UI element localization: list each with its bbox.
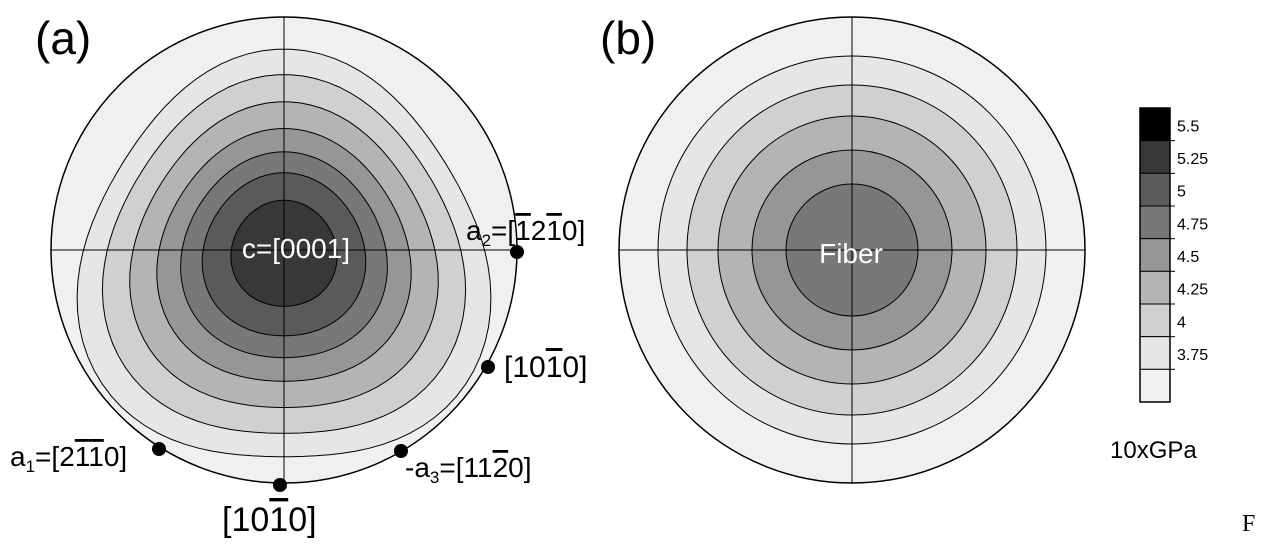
panel-b: (b) Fiber	[600, 12, 1086, 484]
pole-label-a2: a2=[1210]	[466, 215, 585, 250]
colorbar-legend: 5.5 5.25 5 4.75 4.5 4.25 4 3.75	[1139, 107, 1208, 403]
pole-label-m2: [1010]	[222, 501, 317, 539]
legend-swatch-1	[1139, 107, 1171, 142]
pole-markers	[152, 245, 524, 492]
legend-swatch-7	[1139, 303, 1171, 338]
legend-tick-label: 4.75	[1177, 216, 1208, 233]
pole-label-a1: a1=[2110]	[10, 441, 127, 476]
pole-marker-m2	[273, 478, 287, 492]
legend-swatch-4	[1139, 205, 1171, 240]
pole-marker-a3	[394, 444, 408, 458]
panel-b-axes	[619, 17, 1085, 483]
panel-a-label: (a)	[35, 12, 91, 64]
pole-marker-a1	[152, 442, 166, 456]
legend-tick-label: 5.5	[1177, 118, 1199, 135]
legend-unit: 10xGPa	[1110, 437, 1197, 464]
pole-label-m1: [1010]	[504, 351, 587, 384]
panel-b-center-label: Fiber	[819, 238, 883, 269]
legend-tick-label: 5	[1177, 184, 1186, 201]
legend-frame	[1139, 107, 1171, 403]
legend-tick-label: 4.25	[1177, 282, 1208, 299]
legend-tick-label: 5.25	[1177, 151, 1208, 168]
pole-labels: a2=[1210] [1010] -a3=[1120] [1010] a1=[2110]	[10, 215, 587, 539]
legend-swatch-2	[1139, 140, 1171, 174]
panel-a: (a) c=[0001] a2=[1210] [1010] -a3=[1120] [1…	[10, 12, 587, 539]
legend-tick-label: 4	[1177, 314, 1186, 331]
pole-label-a3: -a3=[1120]	[405, 452, 532, 487]
corner-text: F	[1242, 511, 1255, 537]
pole-marker-a2	[510, 245, 524, 259]
panel-a-center-label: c=[0001]	[242, 233, 350, 264]
legend-swatch-3	[1139, 172, 1171, 207]
legend-swatch-6	[1139, 270, 1171, 305]
panel-b-label: (b)	[600, 12, 656, 64]
legend-swatch-5	[1139, 238, 1171, 272]
pole-marker-m1	[481, 360, 495, 374]
legend-swatch-8	[1139, 336, 1171, 370]
legend-tick-label: 4.5	[1177, 249, 1199, 266]
legend-tick-label: 3.75	[1177, 347, 1208, 364]
panel-a-axes	[51, 17, 517, 483]
legend-swatch-9	[1139, 368, 1171, 403]
